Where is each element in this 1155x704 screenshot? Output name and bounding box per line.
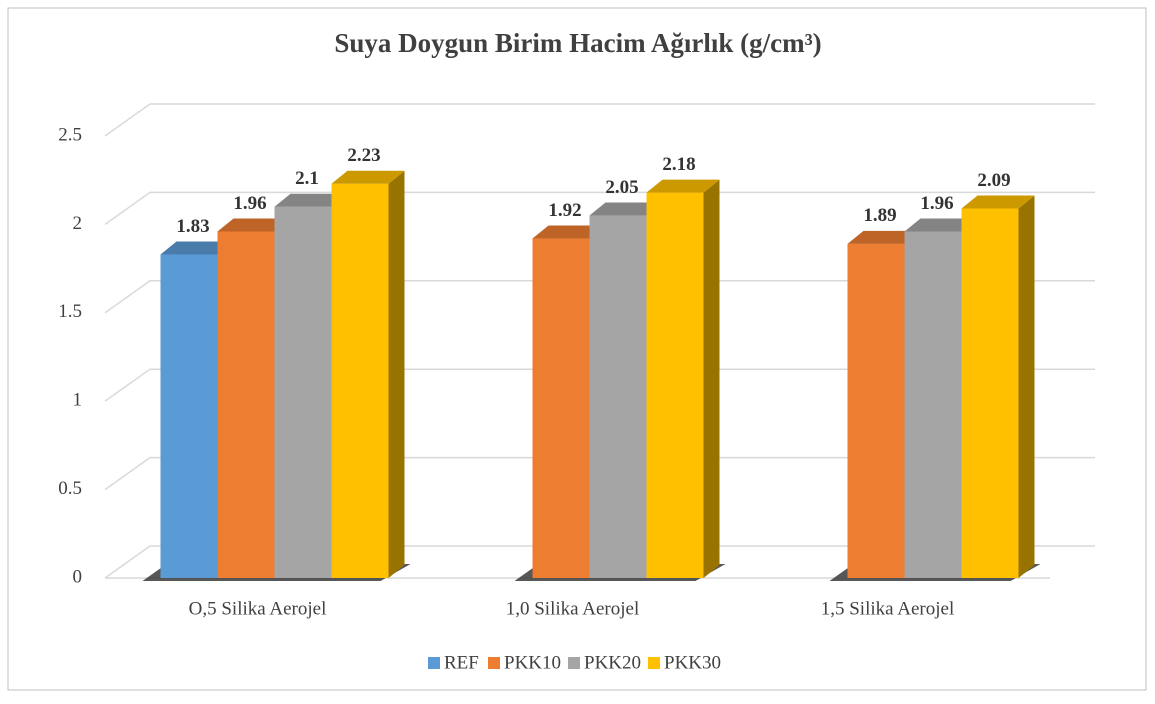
x-tick-label: 1,0 Silika Aerojel <box>506 598 640 619</box>
grid-line <box>104 191 1095 226</box>
bar-side <box>703 179 720 579</box>
grid-line <box>104 368 1095 402</box>
bar <box>961 195 1035 578</box>
bar-side <box>1018 195 1035 578</box>
legend-label: PKK20 <box>584 652 641 673</box>
bar-front <box>589 215 647 578</box>
bar-top <box>331 170 405 184</box>
y-tick-label: 2 <box>73 213 83 234</box>
bar-front <box>847 243 905 578</box>
legend-label: REF <box>444 652 479 673</box>
grid-line <box>104 103 1095 137</box>
value-label: 2.09 <box>977 170 1010 191</box>
bar-front <box>646 192 704 579</box>
value-label: 2.18 <box>662 154 695 175</box>
bar-top <box>961 195 1035 209</box>
bar-top <box>589 202 663 216</box>
bar-front <box>274 206 332 578</box>
legend-label: PKK30 <box>664 652 721 673</box>
bar-front <box>160 254 218 578</box>
legend-swatch <box>648 657 660 669</box>
value-label: 2.05 <box>605 177 638 198</box>
x-tick-label: 1,5 Silika Aerojel <box>821 598 955 619</box>
bar-top <box>904 218 978 232</box>
value-label: 1.96 <box>920 193 953 214</box>
bar-top <box>847 230 921 244</box>
bar-front <box>904 231 962 579</box>
value-label: 1.96 <box>233 193 266 214</box>
bar-front <box>217 231 275 579</box>
legend-swatch <box>428 657 440 669</box>
bar <box>646 179 720 579</box>
bar-front <box>961 208 1019 578</box>
grid-line <box>104 456 1095 491</box>
grid-line <box>104 280 1095 314</box>
value-label: 2.1 <box>295 168 319 189</box>
bar-front <box>331 183 389 578</box>
bar-top <box>160 241 234 255</box>
value-label: 1.83 <box>176 216 209 237</box>
bar <box>331 170 405 578</box>
y-tick-label: 0 <box>73 566 83 587</box>
legend-swatch <box>568 657 580 669</box>
value-label: 1.92 <box>548 200 581 221</box>
chart-title: Suya Doygun Birim Hacim Ağırlık (g/cm³) <box>334 28 821 58</box>
y-tick-label: 0.5 <box>58 478 82 499</box>
y-tick-label: 1.5 <box>58 301 82 322</box>
legend-swatch <box>488 657 500 669</box>
y-tick-label: 2.5 <box>58 124 82 145</box>
x-tick-label: O,5 Silika Aerojel <box>189 598 327 619</box>
value-label: 2.23 <box>347 145 380 166</box>
bar-top <box>532 225 606 239</box>
grid-line <box>104 545 1095 579</box>
bar-top <box>274 193 348 207</box>
bar-top <box>646 179 720 193</box>
bar-top <box>217 218 291 232</box>
legend-label: PKK10 <box>504 652 561 673</box>
y-tick-label: 1 <box>73 390 83 411</box>
bar-side <box>388 170 405 578</box>
value-label: 1.89 <box>863 205 896 226</box>
bar-front <box>532 238 590 578</box>
